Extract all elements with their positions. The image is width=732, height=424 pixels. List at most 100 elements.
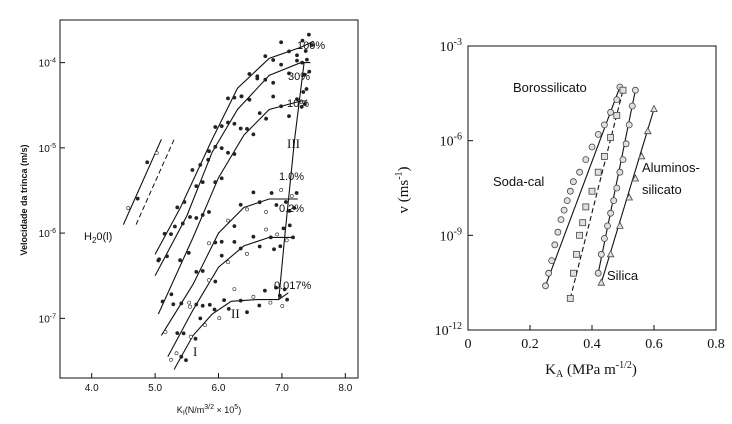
- left-x-axis-label: KI(N/m3/2 × 105): [177, 404, 241, 417]
- left-data-point: [219, 239, 224, 244]
- left-data-point: [257, 303, 262, 308]
- left-data-point: [281, 226, 286, 231]
- left-data-point: [213, 125, 218, 129]
- left-data-point: [172, 224, 177, 229]
- curve-label-30: 30%: [288, 71, 310, 83]
- left-data-point: [182, 200, 187, 204]
- right-data-point-circle: [622, 140, 630, 148]
- left-data-point: [255, 74, 260, 79]
- left-data-point: [226, 260, 230, 265]
- right-data-point-triangle: [650, 104, 658, 112]
- series-label-borossilicato: Borossilicato: [513, 80, 587, 95]
- right-x-tick-label: 0.6: [645, 337, 663, 352]
- curve-label-water: H20(l): [84, 231, 112, 245]
- right-data-point-circle: [554, 228, 562, 236]
- left-data-point: [222, 298, 227, 303]
- left-data-point: [245, 126, 249, 131]
- left-data-point: [207, 278, 211, 283]
- left-data-point: [200, 303, 205, 308]
- left-data-point: [280, 304, 285, 308]
- right-data-point-circle: [601, 235, 608, 242]
- left-data-point: [279, 40, 284, 45]
- left-data-point: [263, 77, 268, 82]
- left-series-line: [173, 292, 289, 370]
- left-data-point: [263, 54, 268, 59]
- left-data-point: [307, 69, 312, 74]
- right-data-point-circle: [604, 222, 611, 230]
- left-data-point: [157, 257, 162, 262]
- left-data-point: [271, 58, 276, 62]
- left-data-point: [194, 269, 199, 274]
- left-data-point: [126, 206, 131, 210]
- left-series-line: [154, 40, 314, 255]
- right-data-layer: [542, 83, 658, 302]
- left-y-ticks: 10-4 10-5 10-6 10-7: [39, 58, 65, 325]
- left-data-point: [226, 96, 230, 101]
- right-data-point-circle: [542, 282, 549, 290]
- left-data-point: [301, 90, 306, 94]
- left-data-point: [251, 234, 256, 239]
- left-data-point: [198, 316, 203, 321]
- left-data-point: [269, 191, 274, 195]
- left-data-point: [181, 331, 186, 336]
- right-data-point-square: [582, 203, 590, 211]
- left-data-point: [300, 38, 305, 43]
- right-data-point-square: [594, 168, 602, 176]
- curve-label-10: 10%: [287, 98, 309, 110]
- left-data-point: [213, 279, 218, 284]
- left-data-point: [194, 216, 199, 220]
- left-data-point: [165, 254, 169, 259]
- left-data-point: [287, 223, 292, 228]
- left-x-tick-label: 4.0: [85, 383, 99, 394]
- left-data-point: [190, 168, 195, 172]
- left-data-point: [169, 292, 174, 297]
- left-data-point: [295, 58, 299, 63]
- right-data-point-circle: [570, 178, 577, 186]
- series-label-silica: Silica: [607, 268, 639, 283]
- right-data-point-circle: [610, 197, 618, 205]
- left-data-point: [274, 203, 279, 207]
- left-data-point: [154, 151, 159, 155]
- left-data-point: [268, 235, 273, 240]
- left-data-point: [279, 62, 284, 67]
- left-y-axis-label: Velocidade da trinca (m/s): [19, 144, 29, 255]
- right-data-point-circle: [582, 156, 590, 164]
- left-data-point: [264, 116, 269, 121]
- left-data-point: [175, 331, 180, 336]
- left-data-point: [232, 224, 237, 229]
- left-data-point: [178, 258, 183, 263]
- right-data-point-circle: [601, 121, 608, 129]
- left-data-point: [245, 310, 249, 315]
- right-series-line: [569, 90, 624, 299]
- left-data-point: [289, 194, 294, 198]
- left-data-point: [284, 238, 289, 243]
- left-data-point: [219, 176, 224, 181]
- curve-label-1: 1.0%: [279, 171, 304, 183]
- left-data-point: [299, 105, 304, 109]
- left-data-point: [275, 232, 280, 237]
- left-data-point: [163, 330, 168, 334]
- left-data-point: [219, 253, 224, 258]
- right-data-point-circle: [551, 241, 559, 249]
- right-data-point-triangle: [643, 126, 652, 135]
- left-data-point: [257, 244, 262, 249]
- right-data-point-circle: [563, 197, 571, 205]
- left-data-point: [226, 218, 230, 223]
- right-data-point-square: [601, 152, 608, 160]
- left-x-tick-label: 5.0: [148, 383, 162, 394]
- left-data-point: [300, 60, 305, 65]
- left-data-point: [213, 240, 218, 245]
- left-data-point: [274, 285, 278, 290]
- right-data-point-circle: [613, 184, 621, 192]
- right-x-axis-label: KA (MPa m-1/2): [545, 360, 637, 380]
- series-label-aluminossilicato-2: silicato: [642, 182, 682, 197]
- left-data-point: [232, 287, 237, 292]
- left-data-point: [304, 57, 309, 62]
- right-data-point-circle: [594, 130, 602, 138]
- right-series-line: [544, 86, 621, 286]
- left-data-point: [279, 104, 284, 109]
- right-data-point-square: [588, 187, 596, 195]
- right-x-tick-label: 0.8: [707, 337, 725, 352]
- right-chart: 0 0.2 0.4 0.6 0.8 10-3 10-6 10-9 10-12 Borossil…: [394, 37, 725, 380]
- right-x-ticks: 0 0.2 0.4 0.6 0.8: [465, 325, 725, 352]
